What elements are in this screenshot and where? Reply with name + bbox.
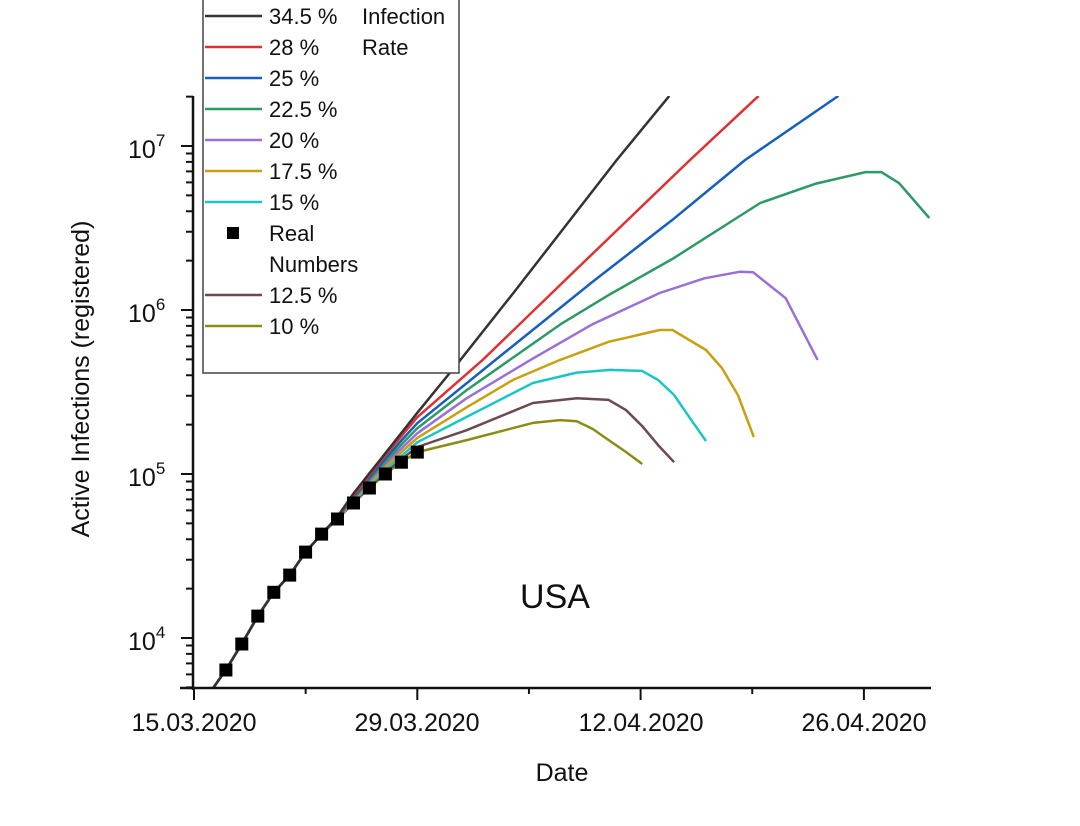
x-ticks (193, 688, 865, 700)
series-line-12-5 (212, 396, 676, 688)
legend-entry-real: Real Numbers (227, 221, 358, 277)
legend-entry-20: 20 % (205, 128, 319, 153)
legend-entry-17-5: 17.5 % (205, 159, 338, 184)
y-tick-labels: 104 105 106 107 (128, 131, 165, 656)
y-axis-title: Active Infections (registered) (67, 221, 95, 538)
y-ticks (181, 95, 193, 689)
legend-label: 22.5 % (269, 97, 338, 122)
real-number-marker (378, 467, 392, 481)
x-tick-label: 26.04.2020 (801, 709, 926, 737)
legend-label: Numbers (269, 252, 358, 277)
real-number-marker (235, 637, 249, 651)
legend-entry-22-5: 22.5 % (205, 97, 338, 122)
legend-label: 34.5 % (269, 4, 338, 29)
legend-title-line2: Rate (362, 35, 408, 60)
x-axis-title: Date (536, 759, 589, 787)
real-number-marker (347, 496, 360, 510)
legend-label: 10 % (269, 314, 319, 339)
legend-label: 25 % (269, 66, 319, 91)
real-number-marker (362, 481, 376, 495)
real-number-marker (251, 609, 265, 623)
legend-box (202, 0, 460, 374)
real-number-marker (299, 545, 313, 559)
real-number-marker (267, 585, 281, 599)
x-tick-label: 15.03.2020 (131, 709, 256, 737)
legend-entry-25: 25 % (205, 66, 319, 91)
legend-label: 15 % (269, 190, 319, 215)
legend-entry-12-5: 12.5 % (205, 283, 338, 308)
legend-entry-15: 15 % (205, 190, 319, 215)
real-number-marker (219, 663, 233, 677)
legend: 34.5 % 28 % 25 % 22.5 % 20 % 17.5 % 15 % Real Nu… (202, 0, 460, 374)
legend-entry-34-5: 34.5 % (205, 4, 338, 29)
legend-marker (227, 227, 239, 239)
legend-entries: 34.5 % 28 % 25 % 22.5 % 20 % 17.5 % 15 % Real Nu… (205, 4, 358, 339)
y-tick-label-1e5: 105 (128, 459, 165, 492)
series-line-10 (212, 418, 643, 688)
legend-label: 17.5 % (269, 159, 338, 184)
legend-title-line1: Infection (362, 4, 445, 29)
legend-label: 20 % (269, 128, 319, 153)
legend-entry-28: 28 % (205, 35, 319, 60)
real-number-marker (331, 512, 344, 526)
real-number-marker (394, 455, 408, 469)
real-number-marker (283, 568, 297, 582)
legend-label: 28 % (269, 35, 319, 60)
y-tick-label-1e7: 107 (128, 131, 165, 164)
real-number-marker (315, 527, 329, 541)
legend-entry-10: 10 % (205, 314, 319, 339)
legend-label: Real (269, 221, 314, 246)
series-line-17-5 (212, 328, 755, 688)
y-tick-label-1e4: 104 (128, 623, 165, 656)
legend-label: 12.5 % (269, 283, 338, 308)
real-number-marker (410, 445, 424, 459)
y-tick-label-1e6: 106 (128, 295, 165, 328)
real-numbers-markers (219, 445, 424, 677)
country-annotation: USA (520, 578, 590, 616)
x-tick-label: 29.03.2020 (354, 709, 479, 737)
x-tick-label: 12.04.2020 (578, 709, 703, 737)
x-tick-labels: 15.03.2020 29.03.2020 12.04.2020 26.04.2… (131, 709, 926, 737)
